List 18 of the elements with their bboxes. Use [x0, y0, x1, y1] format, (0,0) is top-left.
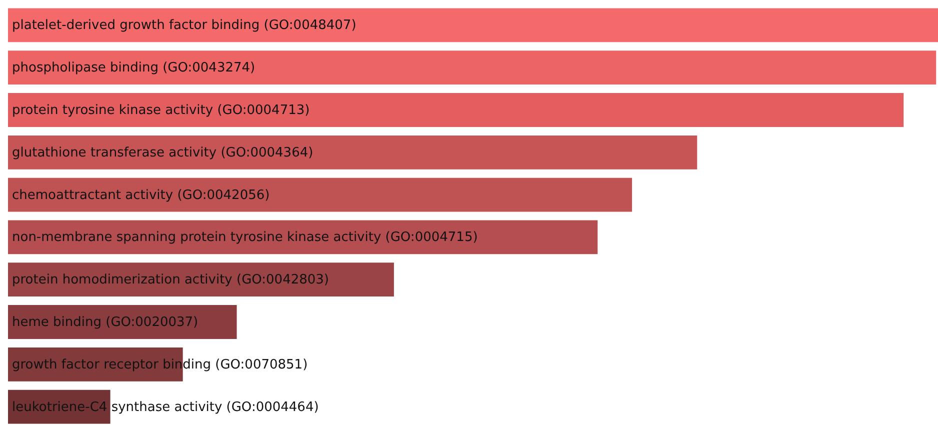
y-tick-label: non-membrane spanning protein tyrosine kinase activity (GO:0004715)	[12, 230, 478, 246]
bar	[8, 178, 632, 212]
y-tick-label: protein tyrosine kinase activity (GO:0004713)	[12, 103, 310, 118]
bar	[8, 305, 237, 339]
bar	[8, 220, 598, 254]
bar	[8, 262, 394, 297]
bar	[8, 8, 938, 42]
y-tick-label: protein homodimerization activity (GO:0042803)	[12, 272, 330, 288]
bar	[8, 50, 936, 85]
y-tick-label: phospholipase binding (GO:0043274)	[12, 60, 256, 76]
bar	[8, 390, 110, 424]
y-tick-label: glutathione transferase activity (GO:0004364)	[12, 145, 314, 160]
y-tick-label: leukotriene-C4 synthase activity (GO:0004464)	[12, 400, 319, 415]
y-tick-label: heme binding (GO:0020037)	[12, 315, 198, 330]
y-tick-label: chemoattractant activity (GO:0042056)	[12, 188, 270, 203]
y-tick-label: platelet-derived growth factor binding (GO:0048407)	[12, 18, 356, 34]
bar	[8, 93, 904, 127]
bar	[8, 135, 698, 170]
